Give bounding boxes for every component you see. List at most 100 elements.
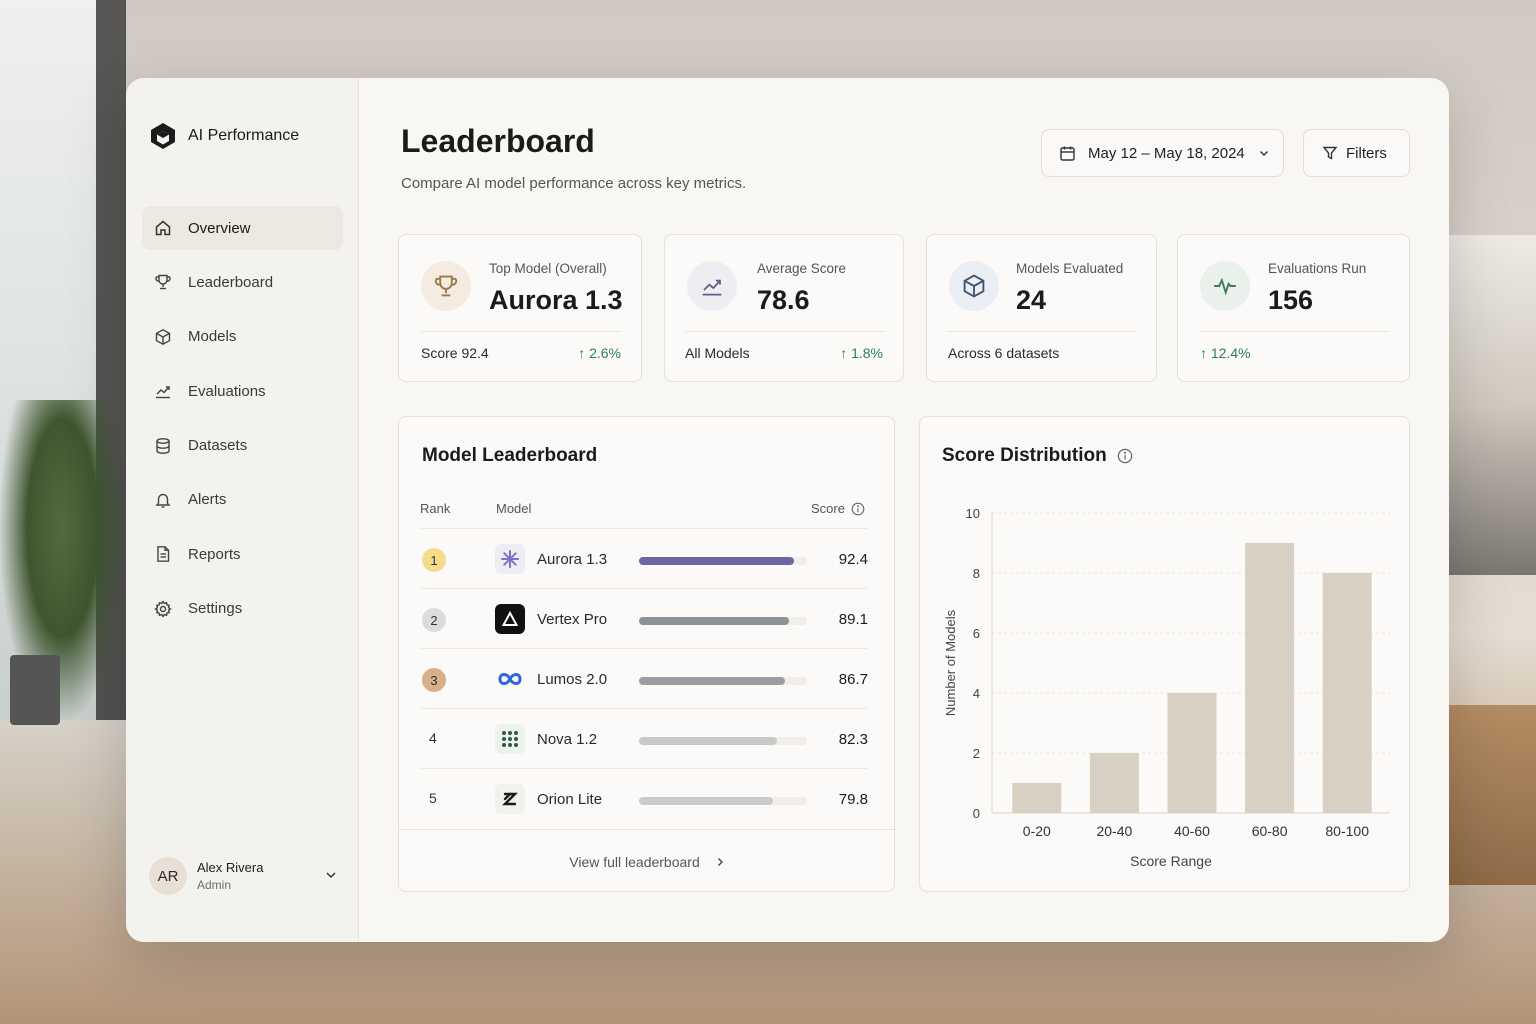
view-full-leaderboard-label: View full leaderboard [569,853,700,870]
sidebar-item-overview[interactable]: Overview [142,206,343,250]
kpi-value: Aurora 1.3 [489,285,623,315]
cube-icon [155,328,171,345]
logo-icon [151,123,175,149]
sidebar-item-models[interactable]: Models [142,315,343,359]
kpi-trend-value: 1.8% [851,345,883,361]
x-axis-label: Score Range [1130,853,1212,869]
kpi-card-average-score: Average Score 78.6 All Models ↑ 1.8% [664,234,904,382]
rank-badge: 2 [422,608,446,632]
sidebar-item-label: Reports [188,545,241,563]
sidebar-item-alerts[interactable]: Alerts [142,478,343,522]
sidebar-item-reports[interactable]: Reports [142,532,343,576]
sidebar-item-datasets[interactable]: Datasets [142,424,343,468]
calendar-icon [1060,146,1075,161]
column-header-score-label: Score [811,501,845,516]
rank-value: 5 [429,790,437,806]
date-range-label: May 12 – May 18, 2024 [1088,144,1245,162]
aurora-logo-icon [495,544,525,574]
kpi-label: Average Score [757,261,847,276]
model-name: Orion Lite [537,791,603,808]
y-tick-label: 2 [973,746,980,761]
chevron-right-icon [717,857,723,866]
score-bar-fill [639,557,795,565]
sidebar-item-leaderboard[interactable]: Leaderboard [142,260,343,304]
sidebar-item-label: Datasets [188,437,248,455]
x-tick-label: 40-60 [1174,823,1210,839]
user-role: Admin [197,878,232,892]
column-header-model: Model [496,501,532,516]
app-window: AI Performance Overview Leaderboard Mode… [126,78,1449,942]
rank-badge: 3 [422,668,446,692]
table-row[interactable]: 5 Orion Lite 79.8 [421,768,868,828]
bar [1012,783,1062,813]
user-info: Alex Rivera Admin [197,860,263,892]
sidebar-item-settings[interactable]: Settings [142,587,343,631]
model-score: 86.7 [838,671,868,688]
database-icon [156,437,170,454]
y-tick-label: 8 [973,566,980,581]
score-bar-fill [639,617,789,625]
home-icon [155,220,171,236]
kpi-value: 24 [1016,285,1047,315]
score-bar [639,617,807,625]
trophy-icon [155,275,171,290]
kpi-divider [685,331,885,332]
chart-title-text: Score Distribution [942,445,1107,466]
kpi-label: Evaluations Run [1268,261,1367,276]
chart-line-icon [156,386,170,399]
background-art [1449,235,1536,575]
kpi-trend: ↑ 1.8% [840,345,883,361]
leaderboard-title: Model Leaderboard [422,445,598,466]
model-score: 92.4 [838,551,868,568]
table-row[interactable]: 4 Nova 1.2 82.3 [421,708,868,768]
document-icon [157,546,170,563]
kpi-card-evaluations-run: Evaluations Run 156 ↑ 12.4% [1177,234,1410,382]
sidebar-item-label: Settings [188,600,243,618]
sidebar-item-label: Alerts [188,491,227,509]
chart-line-icon [687,261,737,311]
info-icon[interactable] [851,502,865,516]
model-score: 89.1 [838,611,868,628]
kpi-divider [948,331,1136,332]
x-tick-label: 60-80 [1252,823,1288,839]
score-bar [639,797,807,805]
y-tick-label: 6 [973,626,980,641]
column-header-rank: Rank [420,501,451,516]
background-pot [10,655,60,725]
kpi-trend: ↑ 12.4% [1200,345,1251,361]
chevron-down-icon[interactable] [323,867,339,883]
table-row[interactable]: 3 Lumos 2.0 86.7 [421,648,868,708]
score-bar [639,737,807,745]
view-full-leaderboard-link[interactable]: View full leaderboard [399,829,896,893]
chevron-down-icon [1259,151,1268,156]
sidebar-item-evaluations[interactable]: Evaluations [142,369,343,413]
bar [1089,753,1139,813]
table-row[interactable]: 1 Aurora 1.3 92.4 [421,528,868,588]
brand[interactable]: AI Performance [149,122,299,150]
pulse-icon [1200,261,1250,311]
column-header-score[interactable]: Score [811,501,865,516]
date-range-picker[interactable]: May 12 – May 18, 2024 [1041,129,1284,177]
kpi-card-models-evaluated: Models Evaluated 24 Across 6 datasets [926,234,1157,382]
table-row[interactable]: 2 Vertex Pro 89.1 [421,588,868,648]
trophy-icon [421,261,471,311]
nova-logo-icon [495,724,525,754]
score-bar [639,557,807,565]
bar [1245,543,1295,813]
model-score: 82.3 [838,731,868,748]
y-tick-label: 0 [973,806,980,821]
model-name: Lumos 2.0 [537,671,608,688]
filters-label: Filters [1346,144,1387,162]
y-tick-label: 4 [973,686,980,701]
rank-value: 2 [430,612,438,628]
info-icon[interactable] [1117,448,1133,464]
score-bar-fill [639,677,785,685]
rank-value: 1 [430,552,438,568]
model-name: Nova 1.2 [537,731,598,748]
main-content: Leaderboard Compare AI model performance… [359,78,1449,942]
filters-button[interactable]: Filters [1303,129,1410,177]
score-bar [639,677,807,685]
user-menu[interactable]: AR Alex Rivera Admin [149,856,339,896]
sidebar-item-label: Overview [188,219,251,237]
kpi-value: 78.6 [757,285,810,315]
